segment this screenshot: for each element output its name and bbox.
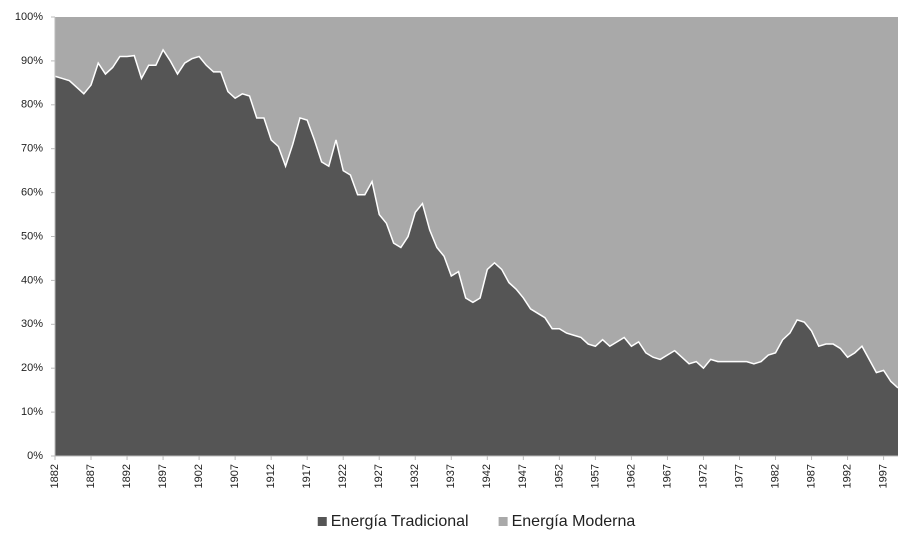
x-tick-label: 1912: [265, 464, 277, 488]
y-tick-label: 60%: [21, 187, 43, 199]
y-tick-label: 40%: [21, 274, 43, 286]
x-tick-label: 1972: [697, 464, 709, 488]
area: [55, 17, 898, 388]
area: [55, 49, 898, 457]
legend-swatch: [317, 517, 327, 526]
x-tick-label: 1902: [193, 464, 205, 488]
y-tick-label: 70%: [21, 143, 43, 155]
x-tick-label: 1942: [481, 464, 493, 488]
x-tick-label: 1952: [553, 464, 565, 488]
y-tick-label: 90%: [21, 55, 43, 67]
x-tick-label: 1897: [157, 464, 169, 488]
x-tick-label: 1887: [85, 464, 97, 488]
y-tick-label: 50%: [21, 230, 43, 242]
x-tick-label: 1997: [877, 464, 889, 488]
x-tick-label: 1957: [589, 464, 601, 488]
x-tick-label: 1927: [373, 464, 385, 488]
x-tick-label: 1882: [49, 464, 61, 488]
x-tick-label: 1892: [121, 464, 133, 488]
y-tick-label: 0%: [27, 450, 43, 462]
x-tick-label: 1907: [229, 464, 241, 488]
y-tick-label: 100%: [15, 11, 43, 23]
x-tick-label: 1967: [661, 464, 673, 488]
legend-text: Energía Tradicional: [331, 513, 469, 530]
y-tick-label: 30%: [21, 318, 43, 330]
x-tick-label: 1922: [337, 464, 349, 488]
y-tick-label: 80%: [21, 99, 43, 111]
x-tick-label: 1962: [625, 464, 637, 488]
x-tick-label: 1992: [841, 464, 853, 488]
x-tick-label: 1947: [517, 464, 529, 488]
x-tick-label: 1982: [769, 464, 781, 488]
y-tick-label: 20%: [21, 362, 43, 374]
legend-text: Energía Moderna: [512, 513, 636, 530]
boundary-line: [54, 48, 899, 389]
legend-swatch: [498, 517, 508, 526]
x-tick-label: 1932: [409, 464, 421, 488]
x-tick-label: 1917: [301, 464, 313, 488]
y-tick-label: 10%: [21, 406, 43, 418]
x-tick-label: 1987: [805, 464, 817, 488]
x-tick-label: 1937: [445, 464, 457, 488]
x-tick-label: 1977: [733, 464, 745, 488]
legend: Energía Tradicional Energía Moderna: [317, 513, 636, 530]
